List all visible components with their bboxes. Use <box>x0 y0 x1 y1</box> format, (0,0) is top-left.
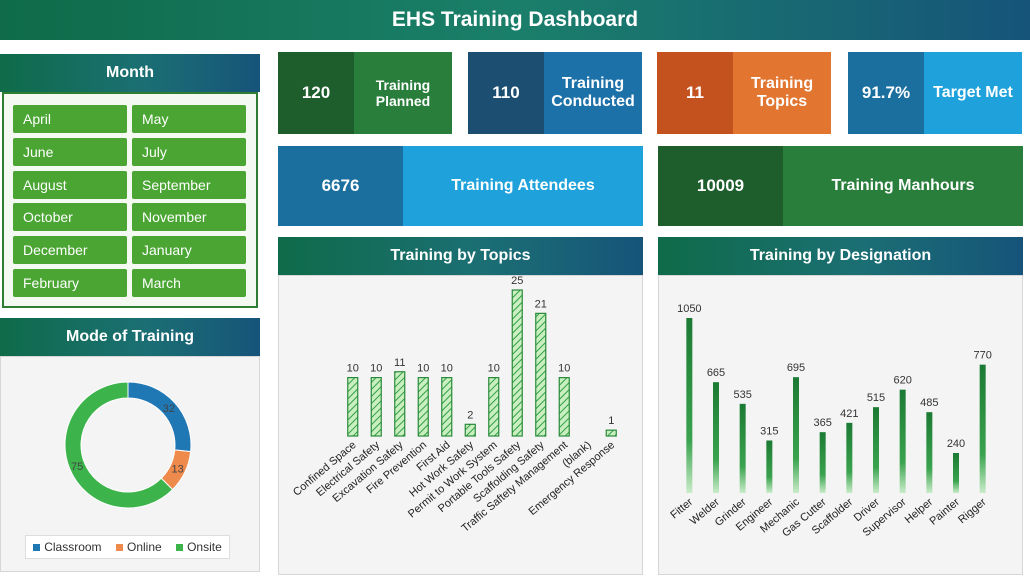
kpi-attendees-value: 6676 <box>278 146 403 226</box>
month-october[interactable]: October <box>13 203 127 232</box>
donut-label-online: 13 <box>172 464 184 476</box>
mode-donut-chart: 32 13 75 <box>64 381 192 509</box>
value-label-fire-prevention: 10 <box>417 363 429 375</box>
value-label-gas-cutter: 365 <box>813 417 831 429</box>
bar-hot-work-safety <box>464 423 476 437</box>
value-label-excavation-safety: 11 <box>394 357 405 369</box>
kpi-target-value: 91.7% <box>848 52 924 134</box>
kpi-training-manhours: 10009 Training Manhours <box>658 146 1023 226</box>
month-february[interactable]: February <box>13 269 127 297</box>
kpi-attendees-label: Training Attendees <box>403 146 643 226</box>
bar-confined-space <box>347 376 359 437</box>
value-label-fitter: 1050 <box>677 303 701 315</box>
month-march[interactable]: March <box>132 269 246 297</box>
value-label-first-aid: 10 <box>441 363 453 375</box>
value-label-welder: 665 <box>707 367 725 379</box>
value-label-electrical-safety: 10 <box>370 363 382 375</box>
legend-onsite: Onsite <box>176 540 222 554</box>
designation-panel: 1050 Fitter 665 Welder 535 Grinder 315 Engineer… <box>658 275 1023 575</box>
kpi-target-label: Target Met <box>924 52 1022 134</box>
value-label-helper: 485 <box>920 397 938 409</box>
kpi-training-attendees: 6676 Training Attendees <box>278 146 643 226</box>
month-december[interactable]: December <box>13 236 127 265</box>
topics-header: Training by Topics <box>278 237 643 275</box>
kpi-topics-label: Training Topics <box>733 52 831 134</box>
bar-first-aid <box>441 376 453 437</box>
month-september[interactable]: September <box>132 170 246 199</box>
tick-label-rigger: Rigger <box>956 496 989 526</box>
kpi-training-conducted: 110 Training Conducted <box>468 52 642 134</box>
value-label-portable-tools-safety: 25 <box>511 276 523 287</box>
bar-grinder <box>739 403 746 493</box>
value-label-scaffolder: 421 <box>840 408 858 420</box>
bar-welder <box>713 382 719 493</box>
bar-electrical-safety <box>370 376 382 437</box>
bar-excavation-safety <box>394 371 406 437</box>
kpi-training-planned: 120 Training Planned <box>278 52 452 134</box>
value-label-hot-work-safety: 2 <box>467 409 473 421</box>
bar-gas-cutter <box>819 432 826 493</box>
donut-slice-onsite <box>64 381 174 509</box>
value-label-driver: 515 <box>867 392 885 404</box>
value-label-grinder: 535 <box>733 389 751 401</box>
value-label-traffic-saftety-management: 10 <box>558 363 570 375</box>
donut-label-classroom: 32 <box>163 403 175 415</box>
mode-legend: Classroom Online Onsite <box>25 535 230 559</box>
value-label-supervisor: 620 <box>893 375 911 387</box>
bar-portable-tools-safety <box>511 289 523 437</box>
kpi-manhours-label: Training Manhours <box>783 146 1023 226</box>
legend-online: Online <box>115 540 162 554</box>
bar-emergency-response <box>605 429 617 437</box>
legend-classroom: Classroom <box>33 540 102 554</box>
kpi-conducted-label: Training Conducted <box>544 52 642 134</box>
designation-header: Training by Designation <box>658 237 1023 275</box>
month-slicer: April May June July August September October No… <box>2 92 258 308</box>
bar-fitter <box>686 318 693 493</box>
topics-panel: 10 Confined Space 10 Electrical Safety 11 Exc… <box>278 275 643 575</box>
kpi-conducted-value: 110 <box>468 52 544 134</box>
dashboard-title: EHS Training Dashboard <box>0 0 1030 40</box>
value-label-scaffolding-safety: 21 <box>535 298 547 310</box>
bar-engineer <box>766 440 773 493</box>
donut-label-onsite: 75 <box>71 461 83 473</box>
value-label-rigger: 770 <box>973 350 991 362</box>
month-april[interactable]: April <box>13 105 127 133</box>
value-label-confined-space: 10 <box>347 363 359 375</box>
month-header: Month <box>0 54 260 92</box>
value-label-emergency-response: 1 <box>608 415 614 427</box>
kpi-planned-value: 120 <box>278 52 354 134</box>
mode-header: Mode of Training <box>0 318 260 356</box>
bar-painter <box>953 453 959 493</box>
month-august[interactable]: August <box>13 170 127 199</box>
bar-supervisor <box>899 389 906 493</box>
month-may[interactable]: May <box>132 105 246 133</box>
bar-scaffolder <box>846 422 853 493</box>
bar-fire-prevention <box>417 376 429 437</box>
kpi-planned-label: Training Planned <box>354 52 452 134</box>
bar-traffic-saftety-management <box>558 376 570 437</box>
kpi-training-topics: 11 Training Topics <box>657 52 831 134</box>
month-november[interactable]: November <box>132 203 246 232</box>
bar-rigger <box>979 364 986 493</box>
value-label-permit-to-work-system: 10 <box>488 363 500 375</box>
bar-scaffolding-safety <box>535 312 547 437</box>
kpi-manhours-value: 10009 <box>658 146 783 226</box>
donut-slice-classroom <box>127 381 192 453</box>
value-label-engineer: 315 <box>760 426 778 438</box>
bar-driver <box>873 407 879 493</box>
bar-mechanic <box>793 377 799 493</box>
month-june[interactable]: June <box>13 137 127 166</box>
bar-helper <box>926 412 933 493</box>
value-label-painter: 240 <box>947 438 965 450</box>
designation-bar-chart: 1050Fitter665Welder535Grinder315Engineer… <box>668 303 991 539</box>
kpi-target-met: 91.7% Target Met <box>848 52 1022 134</box>
kpi-topics-value: 11 <box>657 52 733 134</box>
tick-label-painter: Painter <box>928 496 963 528</box>
bar-permit-to-work-system <box>488 376 500 437</box>
month-january[interactable]: January <box>132 236 246 265</box>
month-july[interactable]: July <box>132 137 246 166</box>
value-label-mechanic: 695 <box>787 362 805 374</box>
